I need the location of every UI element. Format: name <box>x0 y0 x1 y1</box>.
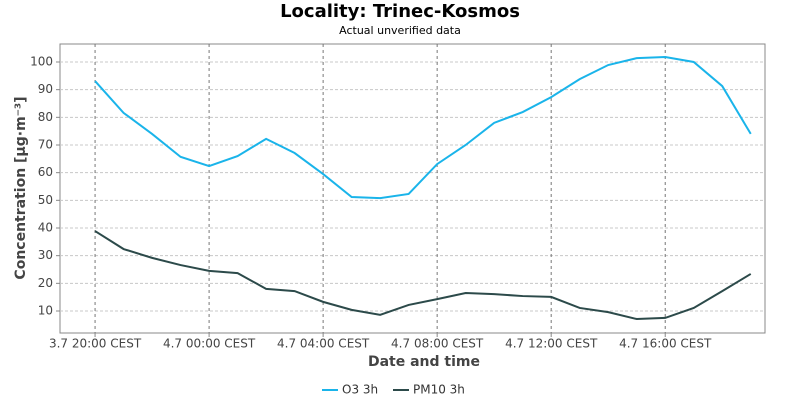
x-tick-label: 4.7 08:00 CEST <box>391 337 484 351</box>
x-axis-label: Date and time <box>368 354 480 370</box>
y-tick-label: 10 <box>38 304 53 318</box>
chart-title: Locality: Trinec-Kosmos <box>280 1 520 22</box>
data-line <box>94 230 752 321</box>
y-tick-label: 70 <box>38 137 53 151</box>
y-tick-label: 50 <box>38 193 53 207</box>
x-tick-label: 3.7 20:00 CEST <box>49 337 142 351</box>
y-tick-label: 40 <box>38 220 53 234</box>
y-tick-label: 90 <box>38 82 53 96</box>
legend-label: PM10 3h <box>413 383 465 397</box>
x-tick-label: 4.7 04:00 CEST <box>277 337 370 351</box>
y-tick-label: 20 <box>38 276 53 290</box>
legend-label: O3 3h <box>342 383 378 397</box>
y-axis-label: Concentration [µg·m⁻³] <box>13 96 29 279</box>
x-tick-label: 4.7 00:00 CEST <box>163 337 256 351</box>
x-tick-label: 4.7 16:00 CEST <box>619 337 712 351</box>
data-line <box>94 56 752 200</box>
x-tick-label: 4.7 12:00 CEST <box>505 337 598 351</box>
y-tick-label: 60 <box>38 165 53 179</box>
y-tick-label: 30 <box>38 248 53 262</box>
chart-subtitle: Actual unverified data <box>339 24 461 37</box>
y-tick-label: 100 <box>30 54 53 68</box>
y-tick-label: 80 <box>38 110 53 124</box>
